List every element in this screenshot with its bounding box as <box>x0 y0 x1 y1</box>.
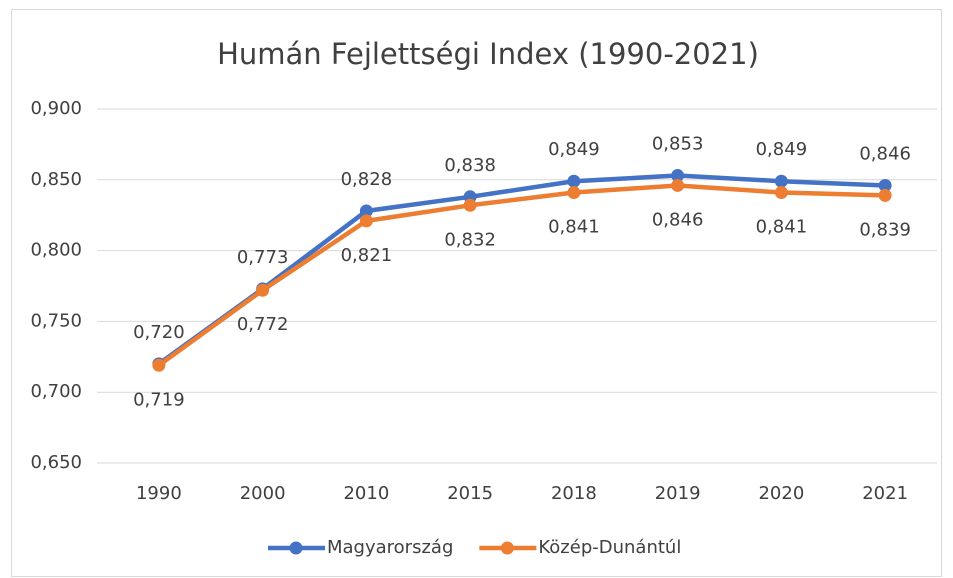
x-tick-label: 2021 <box>862 483 908 504</box>
y-tick-label: 0,650 <box>30 452 82 473</box>
y-tick-label: 0,850 <box>30 169 82 190</box>
x-tick-label: 2019 <box>655 483 701 504</box>
marker <box>774 174 788 188</box>
chart-title: Humán Fejlettségi Index (1990-2021) <box>217 37 759 71</box>
data-label: 0,720 <box>133 322 185 343</box>
marker <box>463 198 477 212</box>
x-tick-label: 2020 <box>758 483 804 504</box>
series-line <box>157 183 886 368</box>
data-label: 0,832 <box>444 229 496 250</box>
x-tick-label: 1990 <box>136 483 182 504</box>
y-tick-label: 0,700 <box>30 381 82 402</box>
legend-label: Magyarország <box>327 537 453 558</box>
marker <box>359 204 373 218</box>
data-label: 0,838 <box>444 155 496 176</box>
marker <box>567 186 581 200</box>
data-label: 0,841 <box>548 217 600 238</box>
marker <box>256 283 270 297</box>
y-tick-label: 0,800 <box>30 240 82 261</box>
data-label: 0,853 <box>652 134 704 155</box>
legend-marker <box>289 541 303 555</box>
marker <box>671 169 685 183</box>
y-tick-label: 0,900 <box>30 98 82 119</box>
marker <box>671 178 685 192</box>
chart-border <box>11 9 942 577</box>
data-label: 0,821 <box>341 245 393 266</box>
x-tick-label: 2010 <box>343 483 389 504</box>
marker <box>878 178 892 192</box>
data-label: 0,839 <box>859 219 911 240</box>
marker <box>567 174 581 188</box>
data-label: 0,719 <box>133 389 185 410</box>
x-tick-label: 2018 <box>551 483 597 504</box>
legend-label: Közép-Dunántúl <box>538 537 681 558</box>
marker <box>774 186 788 200</box>
x-tick-label: 2015 <box>447 483 493 504</box>
data-label: 0,846 <box>652 209 704 230</box>
data-label: 0,772 <box>237 314 289 335</box>
x-tick-label: 2000 <box>240 483 286 504</box>
data-label: 0,773 <box>237 247 289 268</box>
legend-marker <box>500 541 514 555</box>
data-label: 0,841 <box>756 217 808 238</box>
data-label: 0,846 <box>859 143 911 164</box>
data-label: 0,828 <box>341 169 393 190</box>
marker <box>359 214 373 228</box>
data-label: 0,849 <box>756 139 808 160</box>
series-line <box>157 173 886 366</box>
marker <box>152 358 166 372</box>
y-tick-label: 0,750 <box>30 310 82 331</box>
marker <box>878 188 892 202</box>
data-label: 0,849 <box>548 139 600 160</box>
